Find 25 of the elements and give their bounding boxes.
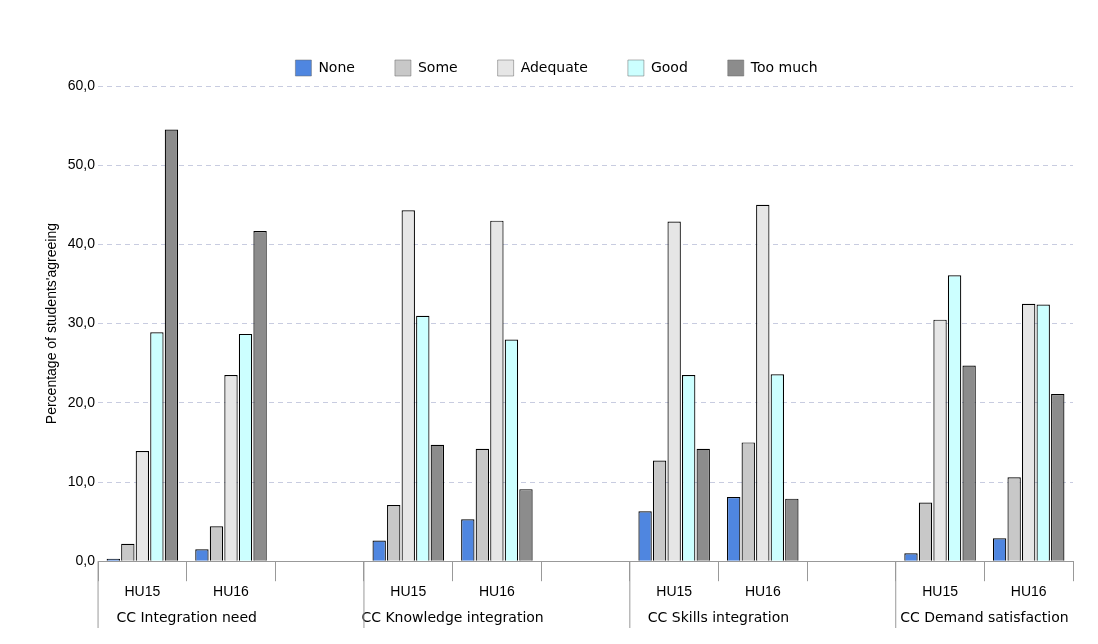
legend-label: Good xyxy=(650,58,688,75)
x-tick-label: HU16 xyxy=(478,583,515,600)
text: CC Demand satisfaction xyxy=(900,608,1069,625)
legend-label: Adequate xyxy=(520,58,588,75)
text: CC Integration need xyxy=(116,608,257,625)
legend-label: None xyxy=(318,58,355,75)
y-tick-label: 20,0 xyxy=(67,393,96,410)
x-tick-label: HU16 xyxy=(1010,583,1047,600)
x-tick-label: HU15 xyxy=(390,583,427,600)
y-tick-label: 0,0 xyxy=(75,552,96,569)
y-tick-label: 60,0 xyxy=(67,76,96,93)
y-tick-label: 30,0 xyxy=(67,314,96,331)
x-tick-label: HU15 xyxy=(922,583,959,600)
x-tick-label: HU15 xyxy=(124,583,161,600)
x-tick-label: HU15 xyxy=(656,583,693,600)
y-tick-label: 40,0 xyxy=(67,235,96,252)
x-tick-label: HU16 xyxy=(213,583,250,600)
y-tick-label: 50,0 xyxy=(67,156,96,173)
legend-label: Too much xyxy=(749,58,818,75)
text: CC Knowledge integration xyxy=(361,608,544,625)
text: CC Skills integration xyxy=(647,608,790,625)
y-tick-label: 10,0 xyxy=(67,472,96,489)
legend-label: Some xyxy=(417,58,458,75)
x-tick-label: HU16 xyxy=(744,583,781,600)
y-axis-title: Percentage of students'agreeing xyxy=(43,223,60,425)
